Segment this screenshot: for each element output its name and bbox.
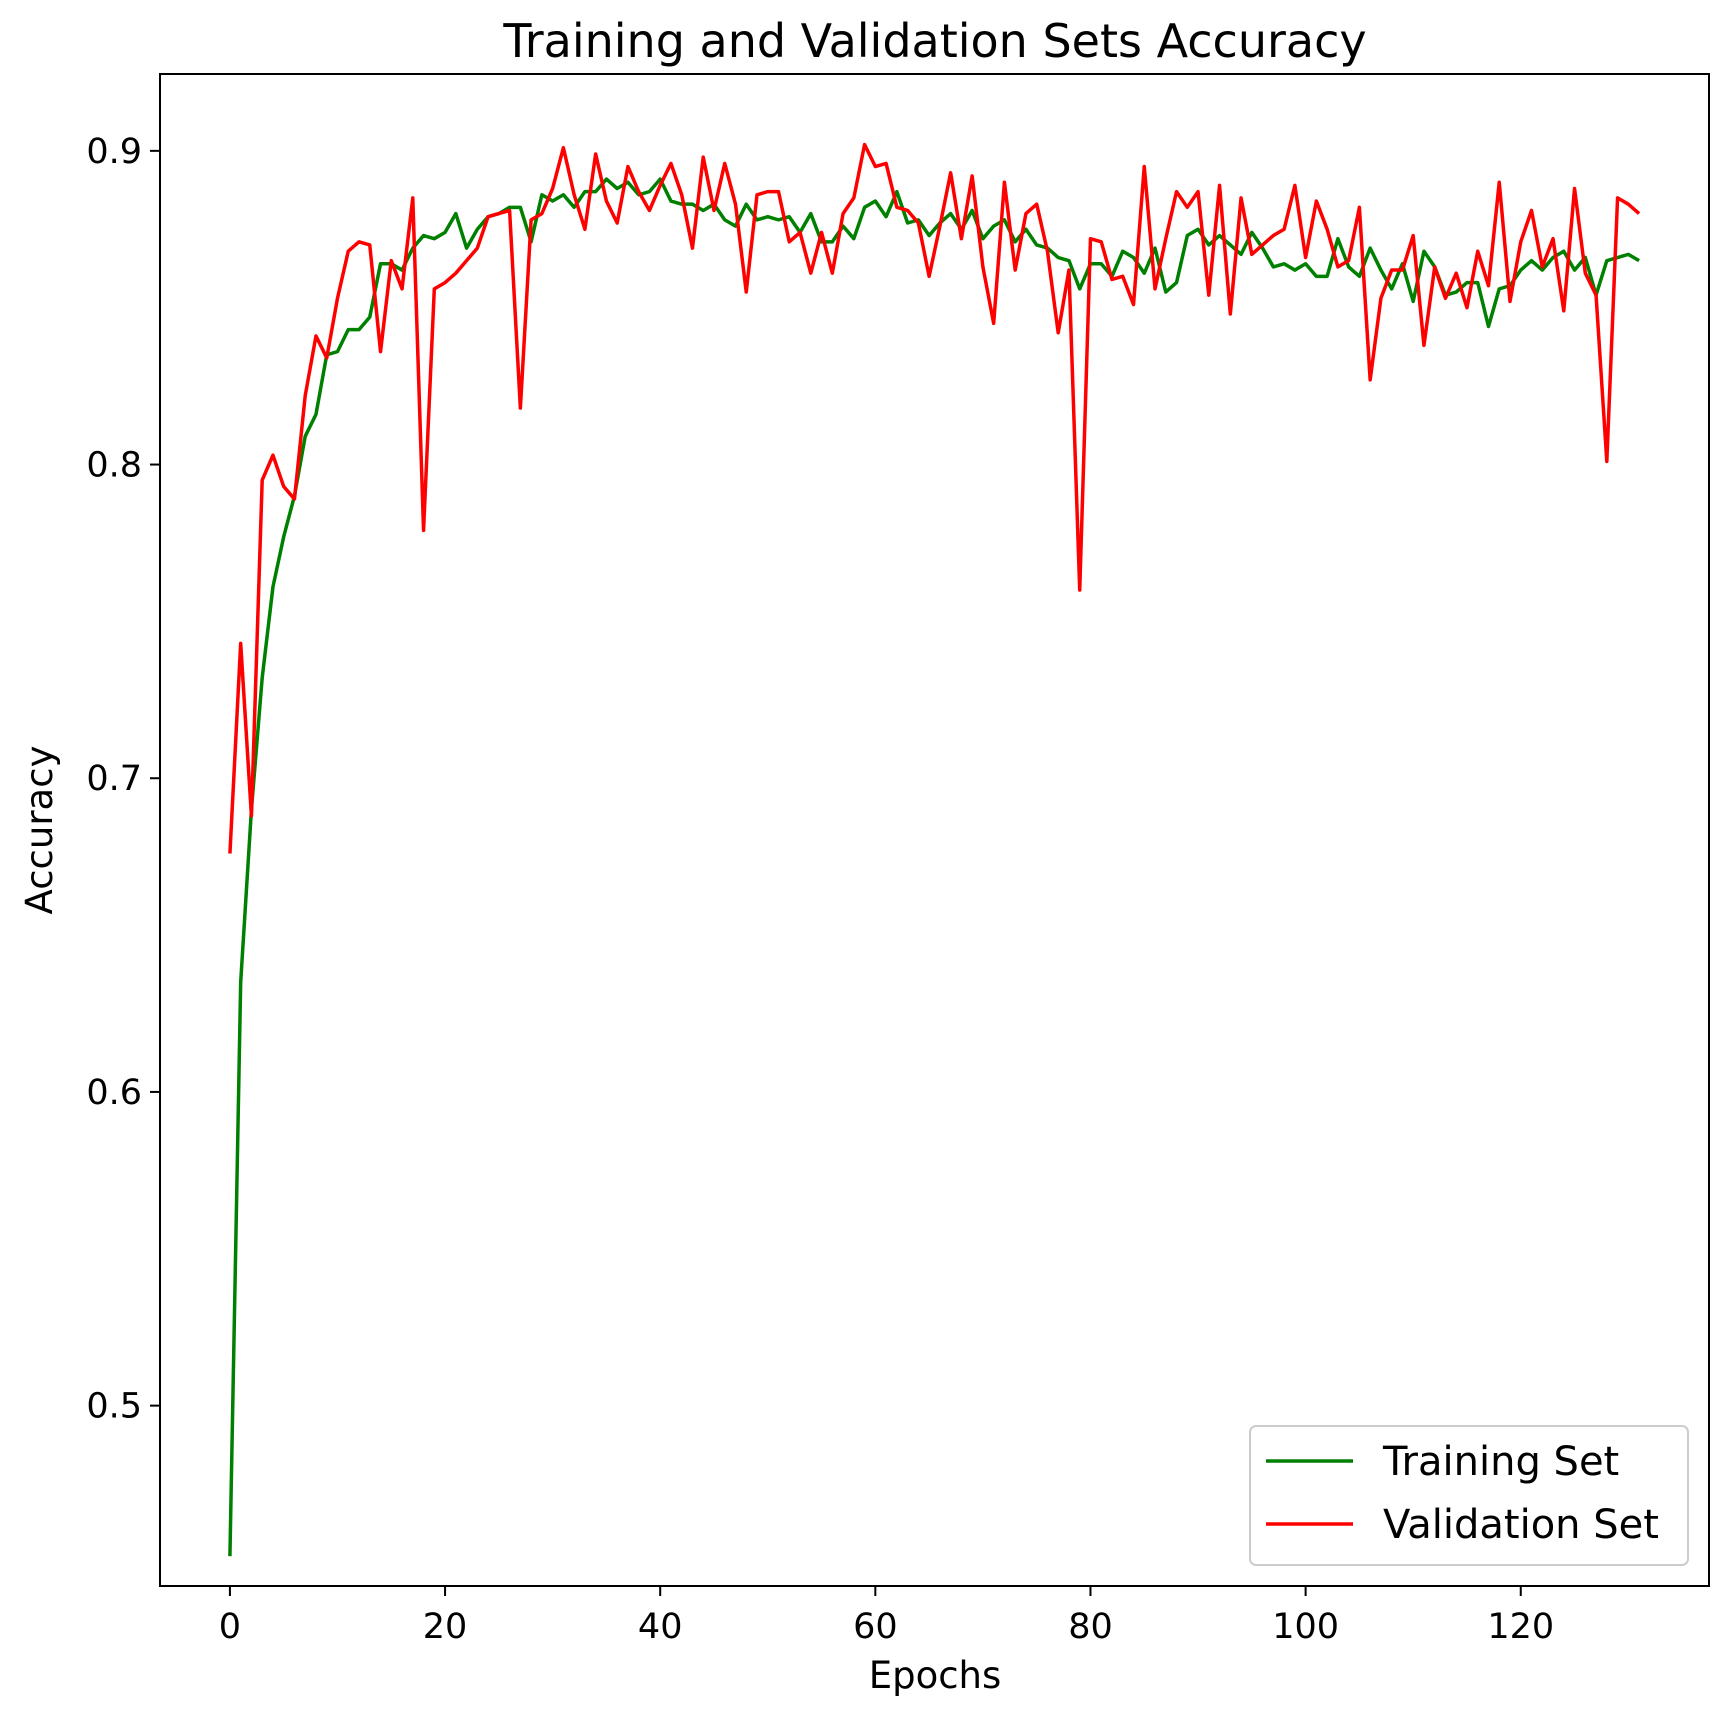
chart-title: Training and Validation Sets Accuracy — [502, 14, 1366, 68]
y-tick-label: 0.7 — [86, 759, 142, 799]
plot-lines — [228, 142, 1641, 1557]
y-axis-label: Accuracy — [18, 746, 61, 915]
y-tick-label: 0.8 — [86, 446, 142, 486]
legend-box — [1249, 1425, 1689, 1566]
x-tick-label: 60 — [853, 1607, 898, 1647]
y-tick-label: 0.5 — [86, 1387, 142, 1427]
legend: Training Set Validation Set — [1249, 1425, 1689, 1566]
series-line-validation-set — [228, 142, 1641, 854]
y-tick-label: 0.9 — [86, 132, 142, 172]
y-tick-label: 0.6 — [86, 1073, 142, 1113]
legend-label-validation: Validation Set — [1383, 1502, 1659, 1548]
x-tick-label: 0 — [219, 1607, 241, 1647]
x-tick-label: 80 — [1068, 1607, 1113, 1647]
plot-frame — [159, 73, 1710, 1587]
x-tick-label: 40 — [638, 1607, 683, 1647]
x-tick-label: 20 — [423, 1607, 468, 1647]
legend-label-training: Training Set — [1382, 1439, 1619, 1485]
x-tick-label: 100 — [1272, 1607, 1339, 1647]
y-axis: 0.5 0.6 0.7 0.8 0.9 — [86, 132, 160, 1427]
x-axis-label: Epochs — [869, 1654, 1002, 1697]
x-axis: 0 20 40 60 80 100 120 — [219, 1586, 1554, 1647]
x-tick-label: 120 — [1487, 1607, 1554, 1647]
